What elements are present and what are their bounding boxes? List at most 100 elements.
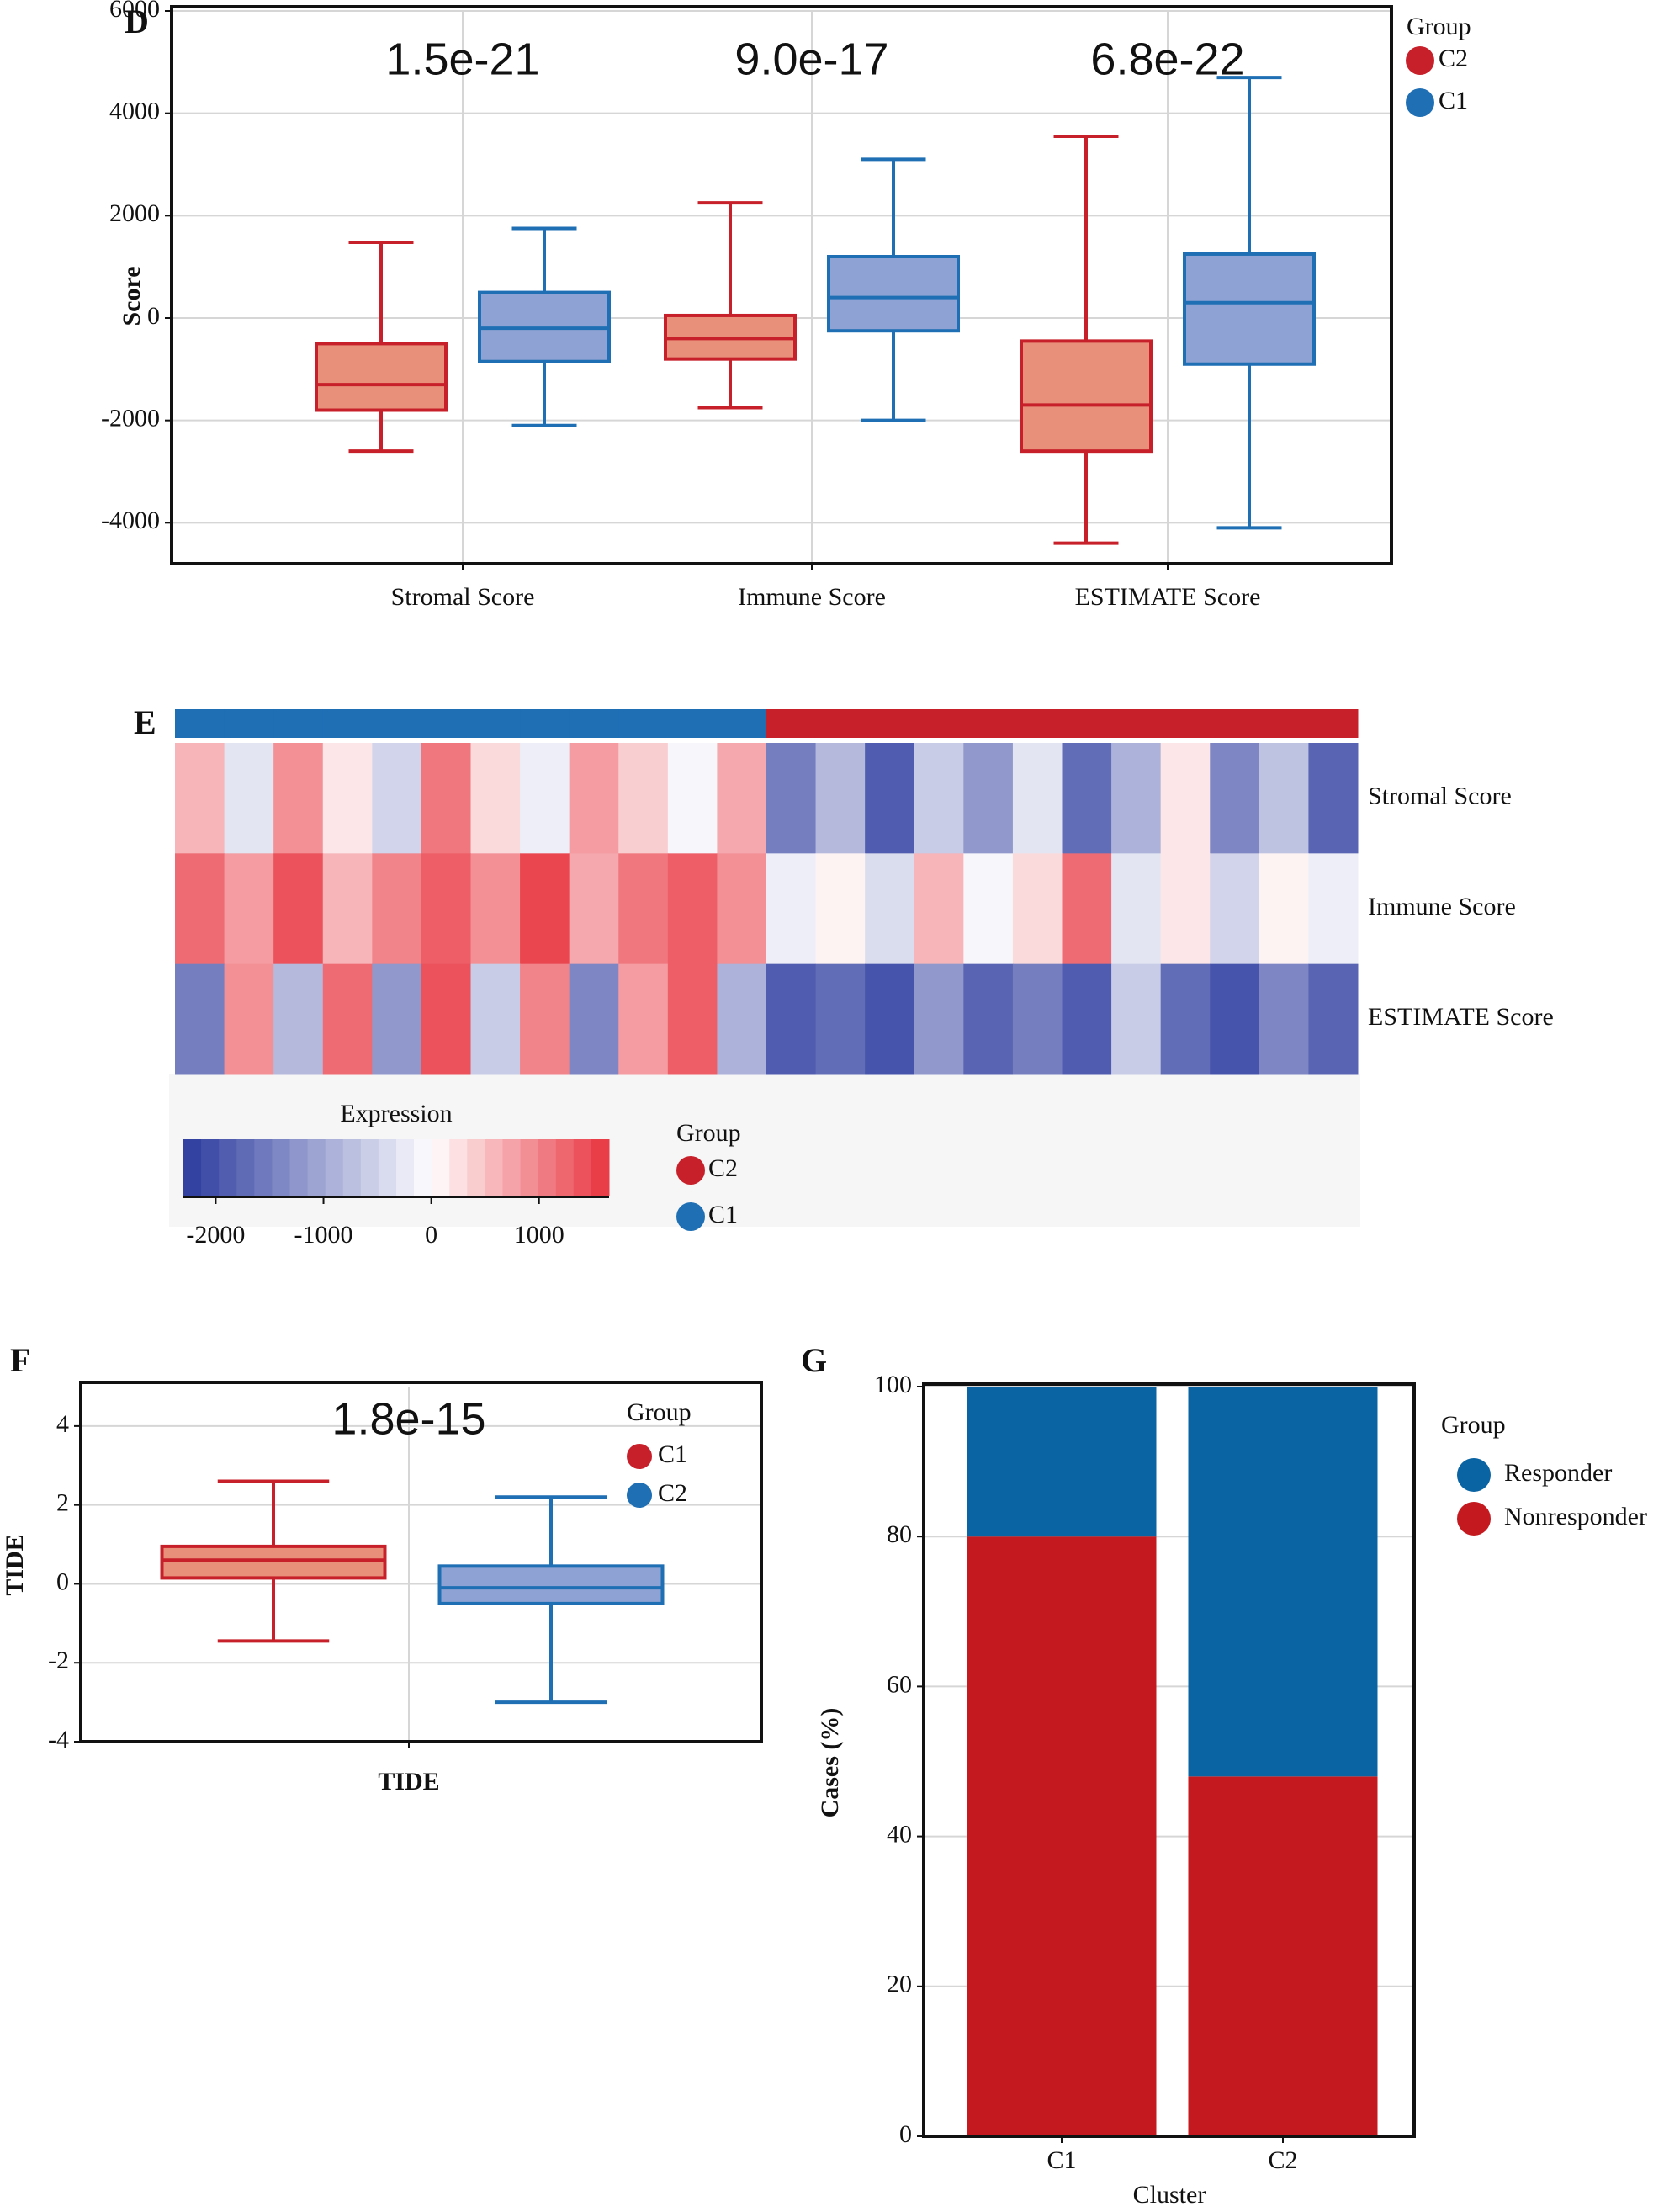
heatmap-cell — [224, 853, 274, 965]
heatmap-cell — [1308, 743, 1359, 854]
bar-segment — [1188, 1387, 1378, 1777]
heatmap-cell — [667, 853, 718, 965]
heatmap-cell — [618, 853, 669, 965]
panel-letter: D — [125, 3, 149, 40]
y-axis-label: Score — [118, 266, 146, 326]
heatmap-cell — [569, 853, 619, 965]
heatmap-cell — [667, 743, 718, 854]
colorbar-step — [573, 1139, 592, 1196]
colorbar-step — [396, 1139, 415, 1196]
heatmap-cell — [717, 743, 767, 854]
legend-title: Group — [627, 1398, 692, 1426]
y-tick-label: 40 — [887, 1820, 912, 1848]
y-tick-label: 0 — [147, 302, 160, 330]
legend-swatch — [676, 1156, 705, 1185]
heatmap-cell — [520, 963, 570, 1075]
heatmap-cell — [815, 963, 866, 1075]
colorbar-step — [342, 1139, 362, 1196]
group-bar-cell — [667, 709, 718, 738]
colorbar-step — [325, 1139, 344, 1196]
legend-title: Group — [1407, 13, 1471, 40]
panel-letter: F — [10, 1341, 30, 1379]
heatmap-cell — [1062, 963, 1112, 1075]
y-tick-label: 4 — [56, 1410, 69, 1438]
x-tick-label: ESTIMATE Score — [1075, 583, 1261, 611]
y-tick-label: 20 — [887, 1971, 912, 1998]
group-bar-cell — [1308, 709, 1359, 738]
x-tick-label: Immune Score — [738, 583, 886, 611]
box — [1183, 252, 1316, 366]
group-bar-cell — [372, 709, 422, 738]
y-tick-label: -2000 — [101, 405, 160, 432]
y-axis-label: TIDE — [1, 1534, 29, 1595]
y-tick-label: 0 — [899, 2120, 912, 2148]
colorbar-tick-label: 0 — [425, 1221, 437, 1249]
colorbar-tick-label: -2000 — [186, 1221, 245, 1249]
colorbar-tick-label: -1000 — [294, 1221, 353, 1249]
heatmap-cell — [865, 743, 915, 854]
colorbar-step — [254, 1139, 273, 1196]
heatmap-cell — [1210, 853, 1260, 965]
heatmap-cell — [865, 963, 915, 1075]
colorbar-step — [449, 1139, 468, 1196]
y-tick-label: 0 — [56, 1567, 69, 1595]
colorbar-title: Expression — [340, 1100, 452, 1127]
group-bar-cell — [1012, 709, 1063, 738]
heatmap-cell — [421, 963, 471, 1075]
frame — [922, 1382, 1416, 2138]
group-bar-cell — [815, 709, 866, 738]
heatmap-cell — [224, 743, 274, 854]
bar-segment — [967, 1387, 1157, 1537]
legend-swatch — [627, 1483, 652, 1508]
heatmap-cell — [914, 743, 964, 854]
y-tick-label: 2 — [56, 1489, 69, 1517]
x-tick-label: C1 — [1047, 2146, 1076, 2174]
legend-title: Group — [676, 1119, 741, 1147]
heatmap-cell — [470, 853, 521, 965]
heatmap-cell — [717, 853, 767, 965]
group-bar-cell — [865, 709, 915, 738]
heatmap-cell — [1160, 963, 1211, 1075]
heatmap-cell — [175, 853, 225, 965]
heatmap-cell — [1308, 853, 1359, 965]
heatmap-cell — [667, 963, 718, 1075]
heatmap-cell — [963, 853, 1014, 965]
heatmap-cell — [963, 963, 1014, 1075]
heatmap-cell — [520, 743, 570, 854]
group-bar-cell — [1062, 709, 1112, 738]
bar-segment — [967, 1536, 1157, 2136]
legend-swatch — [1406, 88, 1434, 117]
p-value: 1.5e-21 — [385, 34, 539, 84]
legend-label: C1 — [708, 1201, 738, 1228]
group-bar-cell — [914, 709, 964, 738]
colorbar-step — [307, 1139, 326, 1196]
colorbar-step — [520, 1139, 539, 1196]
heatmap-cell — [1062, 743, 1112, 854]
heatmap-cell — [766, 853, 817, 965]
group-bar-cell — [1160, 709, 1211, 738]
x-tick-label: C2 — [1268, 2146, 1297, 2174]
group-bar-cell — [1111, 709, 1162, 738]
legend-label: C2 — [708, 1154, 738, 1182]
legend-label: C1 — [1439, 87, 1468, 114]
y-tick-label: -2 — [48, 1647, 69, 1674]
heatmap-cell — [914, 963, 964, 1075]
y-tick-label: 80 — [887, 1520, 912, 1548]
heatmap-cell — [618, 963, 669, 1075]
heatmap-cell — [569, 963, 619, 1075]
p-value: 9.0e-17 — [734, 34, 888, 84]
legend-label: C2 — [658, 1479, 687, 1507]
heatmap-cell — [1012, 743, 1063, 854]
y-tick-label: -4 — [48, 1726, 69, 1753]
group-bar-cell — [175, 709, 225, 738]
legend-swatch — [627, 1444, 652, 1469]
box — [437, 1564, 665, 1605]
box — [315, 342, 448, 412]
bar-segment — [1188, 1776, 1378, 2136]
heatmap-cell — [865, 853, 915, 965]
heatmap-cell — [1111, 743, 1162, 854]
heatmap-cell — [717, 963, 767, 1075]
heatmap-cell — [1160, 853, 1211, 965]
y-tick-label: 4000 — [109, 98, 160, 125]
heatmap-cell — [421, 853, 471, 965]
